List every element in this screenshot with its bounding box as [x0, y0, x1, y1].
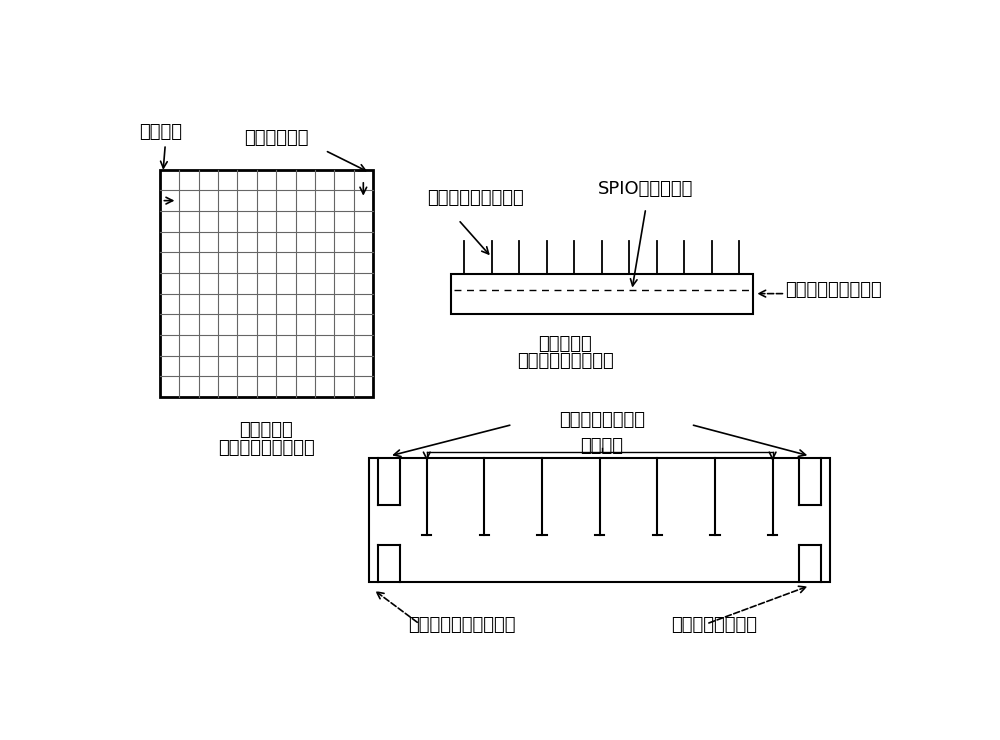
Bar: [450, 274, 753, 314]
Text: 边缘插口（反向）: 边缘插口（反向）: [559, 411, 645, 428]
Bar: [369, 458, 830, 582]
Text: （构建完毕，俧视）: （构建完毕，俧视）: [218, 439, 314, 457]
Text: 栊格探测板（隔离板）: 栊格探测板（隔离板）: [408, 616, 516, 634]
Text: 栊格探测板: 栊格探测板: [538, 335, 592, 353]
Text: 纵向隔离板（反插）: 纵向隔离板（反插）: [427, 189, 524, 207]
Text: 横向隔离板（正插）: 横向隔离板（正插）: [785, 281, 882, 299]
Text: 初始晶格: 初始晶格: [139, 124, 182, 141]
Text: SPIO添加水位线: SPIO添加水位线: [598, 180, 693, 198]
Text: 边缘插口（正向）: 边缘插口（正向）: [671, 616, 757, 634]
Text: （构建完毕，侧视）: （构建完毕，侧视）: [517, 352, 614, 370]
Text: 栊格探测板: 栊格探测板: [239, 422, 293, 440]
Text: 间隔插口: 间隔插口: [580, 437, 623, 455]
Bar: [160, 169, 373, 397]
Text: 添加晶格顺序: 添加晶格顺序: [244, 129, 308, 147]
